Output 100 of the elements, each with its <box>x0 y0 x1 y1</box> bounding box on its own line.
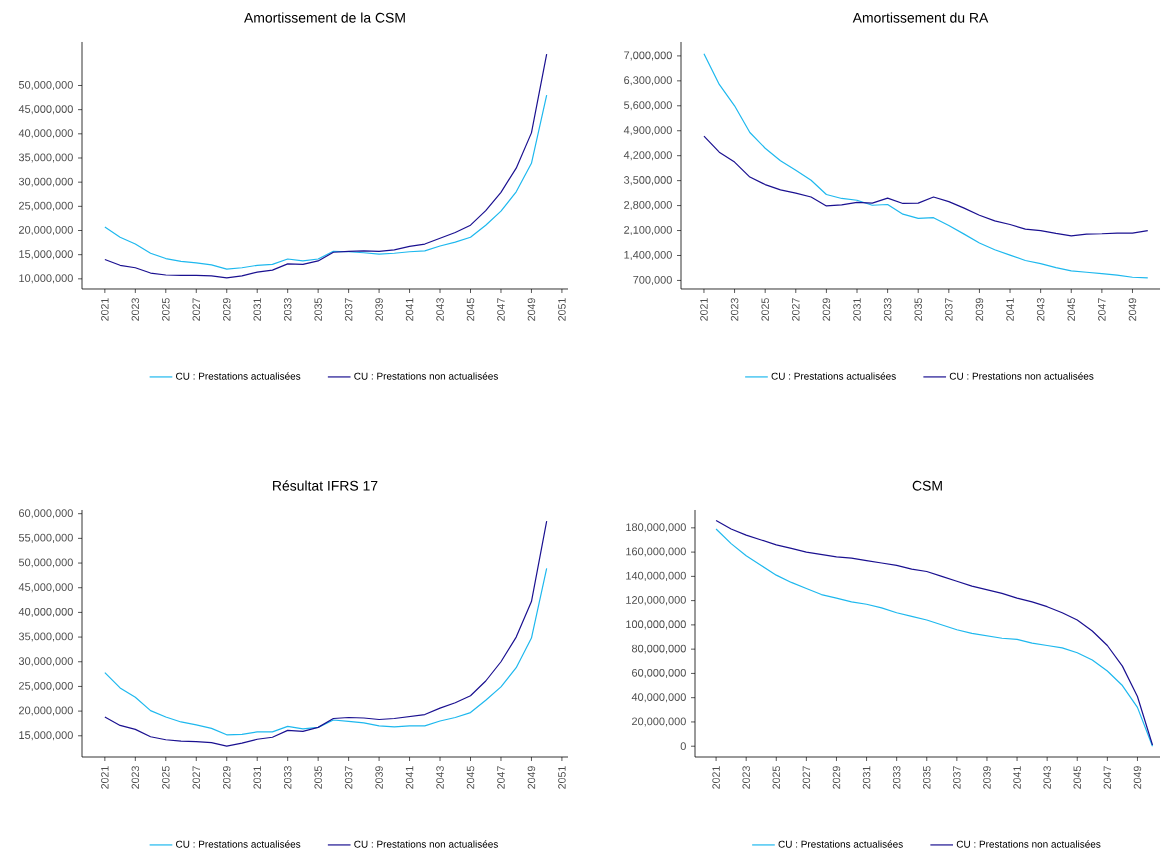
y-tick-label: 25,000,000 <box>19 201 73 211</box>
x-tick-label: 2049 <box>1128 298 1137 321</box>
y-tick-label: 80,000,000 <box>631 644 686 654</box>
y-tick-label: 30,000,000 <box>18 177 73 187</box>
y-tick-label: 60,000,000 <box>19 509 73 519</box>
x-tick-label: 2041 <box>405 766 414 789</box>
y-tick-label: 700,000 <box>633 275 672 285</box>
legend-label: CU : Prestations actualisées <box>778 840 903 848</box>
x-tick-label: 2029 <box>222 766 231 789</box>
line-series <box>104 567 548 736</box>
x-tick-label: 2039 <box>983 766 991 789</box>
line-series <box>104 94 548 270</box>
y-tick-label: 15,000,000 <box>19 731 73 741</box>
x-tick-label: 2041 <box>1006 298 1014 321</box>
x-tick-label: 2031 <box>253 766 261 789</box>
legend-label: CU : Prestations non actualisées <box>956 840 1101 848</box>
x-tick-label: 2035 <box>923 766 931 789</box>
chart-title: CSM <box>912 480 942 491</box>
y-tick-label: 6,300,000 <box>624 76 672 86</box>
chart-title: Amortissement de la CSM <box>244 12 405 23</box>
x-tick-label: 2047 <box>497 298 505 321</box>
x-tick-label: 2043 <box>436 766 444 789</box>
x-tick-label: 2031 <box>253 298 261 321</box>
legend-label: CU : Prestations non actualisées <box>354 372 498 380</box>
x-tick-label: 2025 <box>162 298 170 321</box>
x-tick-label: 2029 <box>822 298 831 321</box>
y-tick-label: 4,900,000 <box>623 126 672 136</box>
x-tick-label: 2045 <box>466 298 475 321</box>
legend-label: CU : Prestations actualisées <box>176 840 301 848</box>
x-tick-label: 2041 <box>1013 766 1021 789</box>
legend-label: CU : Prestations non actualisées <box>949 372 1094 380</box>
y-tick-label: 55,000,000 <box>18 533 73 543</box>
y-tick-label: 180,000,000 <box>626 523 686 533</box>
x-tick-label: 2033 <box>883 298 892 321</box>
x-tick-label: 2025 <box>162 766 170 789</box>
x-tick-label: 2039 <box>975 298 984 321</box>
x-tick-label: 2045 <box>1067 298 1076 321</box>
y-tick-label: 30,000,000 <box>18 657 73 667</box>
x-tick-label: 2049 <box>527 298 536 321</box>
y-tick-label: 40,000,000 <box>18 607 73 617</box>
x-tick-label: 2023 <box>131 298 140 321</box>
y-tick-label: 15,000,000 <box>19 250 73 260</box>
x-tick-label: 2033 <box>892 766 901 789</box>
y-tick-label: 140,000,000 <box>626 571 686 581</box>
chart-title: Résultat IFRS 17 <box>273 480 378 491</box>
x-tick-label: 2023 <box>131 766 140 789</box>
y-tick-label: 50,000,000 <box>18 558 73 568</box>
x-tick-label: 2049 <box>1133 766 1142 789</box>
x-tick-label: 2039 <box>375 766 383 789</box>
x-tick-label: 2029 <box>832 766 841 789</box>
x-tick-label: 2043 <box>436 298 444 321</box>
y-tick-label: 0 <box>680 742 686 751</box>
x-tick-label: 2045 <box>1073 766 1082 789</box>
x-tick-label: 2027 <box>802 766 811 789</box>
x-tick-label: 2037 <box>953 766 961 789</box>
y-tick-label: 45,000,000 <box>18 105 73 115</box>
x-tick-label: 2027 <box>192 298 201 321</box>
y-tick-label: 20,000,000 <box>19 706 73 716</box>
y-tick-label: 45,000,000 <box>18 583 73 593</box>
x-tick-label: 2041 <box>405 298 414 321</box>
y-tick-label: 35,000,000 <box>18 153 73 163</box>
y-tick-label: 160,000,000 <box>626 547 686 557</box>
x-tick-label: 2043 <box>1036 298 1045 321</box>
x-tick-label: 2037 <box>945 298 953 321</box>
x-tick-label: 2021 <box>101 298 109 321</box>
y-tick-label: 3,500,000 <box>623 176 672 186</box>
x-tick-label: 2035 <box>914 298 922 321</box>
y-tick-label: 40,000,000 <box>18 129 73 139</box>
x-tick-label: 2031 <box>862 766 871 789</box>
x-tick-label: 2051 <box>558 298 566 321</box>
y-tick-label: 2,800,000 <box>624 201 672 211</box>
x-tick-label: 2037 <box>344 298 353 321</box>
chart-title: Amortissement du RA <box>852 12 989 23</box>
y-tick-label: 10,000,000 <box>19 274 73 284</box>
y-tick-label: 40,000,000 <box>631 693 686 703</box>
y-tick-label: 20,000,000 <box>632 717 686 727</box>
x-tick-label: 2029 <box>222 298 231 321</box>
y-tick-label: 25,000,000 <box>19 681 73 691</box>
x-tick-label: 2043 <box>1043 766 1051 789</box>
y-tick-label: 7,000,000 <box>624 51 672 61</box>
x-tick-label: 2035 <box>314 298 322 321</box>
x-tick-label: 2047 <box>1098 298 1106 321</box>
y-tick-label: 50,000,000 <box>18 80 73 91</box>
x-tick-label: 2051 <box>558 766 566 789</box>
y-tick-label: 20,000,000 <box>19 225 73 236</box>
x-tick-label: 2031 <box>853 298 861 321</box>
x-tick-label: 2035 <box>314 766 322 789</box>
x-tick-label: 2021 <box>712 766 720 789</box>
y-tick-label: 4,200,000 <box>623 151 672 161</box>
x-tick-label: 2045 <box>466 766 475 789</box>
x-tick-label: 2033 <box>283 766 292 789</box>
x-tick-label: 2027 <box>192 766 201 789</box>
legend-label: CU : Prestations actualisées <box>771 372 896 380</box>
x-tick-label: 2027 <box>792 298 800 321</box>
x-tick-label: 2047 <box>1103 766 1112 789</box>
x-tick-label: 2021 <box>101 766 109 789</box>
legend-label: CU : Prestations non actualisées <box>354 840 498 848</box>
line-series <box>703 135 1149 237</box>
y-tick-label: 5,600,000 <box>624 101 672 111</box>
x-tick-label: 2049 <box>527 766 536 789</box>
